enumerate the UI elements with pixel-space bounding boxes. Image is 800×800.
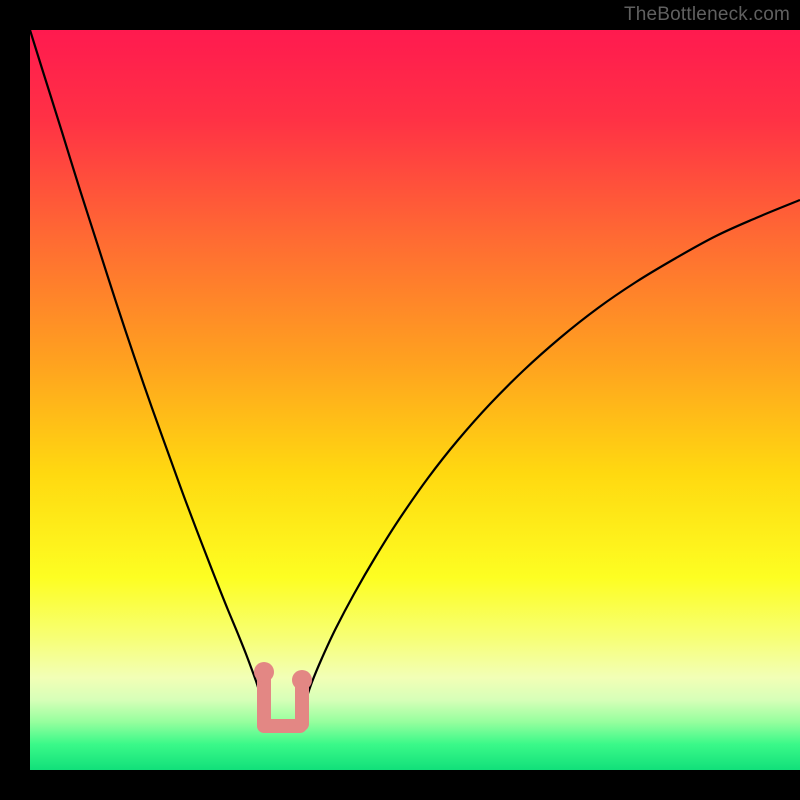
- marker-group: [254, 662, 312, 726]
- plot-area: [30, 30, 800, 770]
- curve-right: [302, 200, 800, 714]
- curve-left: [30, 30, 264, 714]
- watermark-text: TheBottleneck.com: [624, 4, 790, 26]
- chart-svg: [30, 30, 800, 770]
- marker-dot: [292, 670, 312, 690]
- marker-dot: [254, 662, 274, 682]
